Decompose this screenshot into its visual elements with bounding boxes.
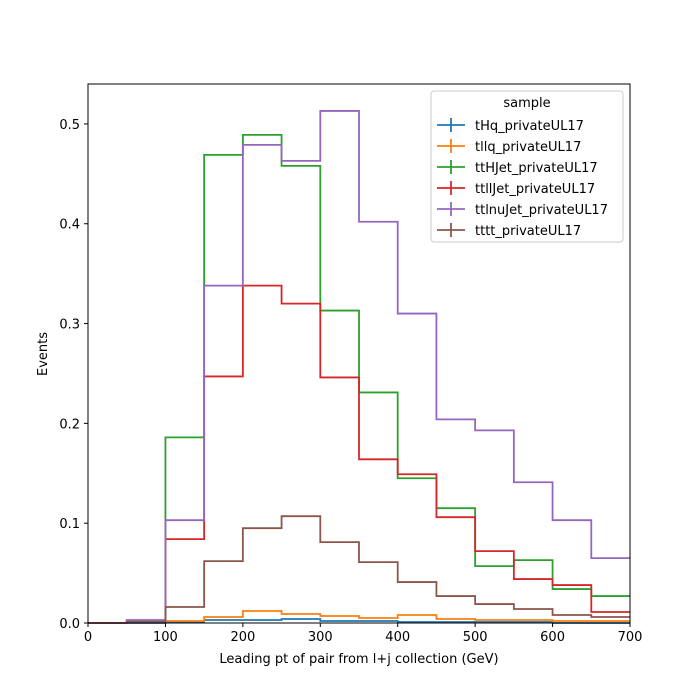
y-tick-label: 0.4 (59, 218, 80, 233)
legend-entries: tHq_privateUL17 tllq_privateUL17 ttHJet_pr… (437, 118, 608, 239)
legend-label: tttt_privateUL17 (475, 224, 581, 239)
legend-box (430, 90, 624, 243)
series-line (88, 284, 630, 624)
legend-entry: tttt_privateUL17 (437, 223, 581, 239)
x-tick-label: 600 (540, 630, 565, 645)
x-tick-label: 400 (385, 630, 410, 645)
series-line (88, 618, 630, 624)
plot-frame (87, 83, 631, 624)
y-tick-label: 0.2 (59, 417, 80, 432)
x-tick-label: 0 (84, 630, 92, 645)
legend-entry: ttllJet_privateUL17 (437, 181, 595, 197)
legend-entry: tHq_privateUL17 (437, 118, 584, 134)
legend: sample tHq_privateUL17 tllq_privateUL17tt… (430, 90, 624, 243)
series-line (88, 610, 630, 624)
x-axis-ticks: 0 100 200 300 400 500 600 700 (84, 623, 643, 645)
series-tllq_privateUL17 (88, 610, 630, 624)
legend-label: tllq_privateUL17 (475, 140, 581, 155)
x-tick-label: 100 (153, 630, 178, 645)
y-tick-label: 0.5 (59, 118, 80, 133)
x-tick-label: 500 (463, 630, 488, 645)
series-ttlnuJet_privateUL17 (88, 110, 630, 624)
series-layer (88, 110, 630, 624)
series-line (88, 515, 630, 624)
legend-label: ttllJet_privateUL17 (475, 182, 595, 197)
series-tHq_privateUL17 (88, 618, 630, 624)
x-tick-label: 700 (618, 630, 643, 645)
series-line (88, 110, 630, 624)
series-ttllJet_privateUL17 (88, 284, 630, 624)
legend-entry: tllq_privateUL17 (437, 139, 581, 155)
legend-entry: ttHJet_privateUL17 (437, 160, 598, 176)
legend-entry: ttlnuJet_privateUL17 (437, 202, 608, 218)
legend-label: ttHJet_privateUL17 (475, 161, 598, 176)
y-axis-label: Events (36, 332, 51, 376)
y-tick-label: 0.1 (59, 517, 80, 532)
legend-label: ttlnuJet_privateUL17 (475, 203, 608, 218)
x-axis-label: Leading pt of pair from l+j collection (… (219, 652, 498, 667)
legend-label: tHq_privateUL17 (475, 119, 584, 134)
x-tick-label: 300 (308, 630, 333, 645)
legend-title: sample (503, 96, 550, 111)
series-ttHJet_privateUL17 (88, 134, 630, 624)
x-tick-label: 200 (230, 630, 255, 645)
series-tttt_privateUL17 (88, 515, 630, 624)
y-tick-label: 0.3 (59, 318, 80, 333)
series-line (88, 134, 630, 624)
y-tick-label: 0.0 (59, 617, 80, 632)
y-axis-ticks: 0.0 0.1 0.2 0.3 0.4 0.5 (59, 118, 88, 632)
